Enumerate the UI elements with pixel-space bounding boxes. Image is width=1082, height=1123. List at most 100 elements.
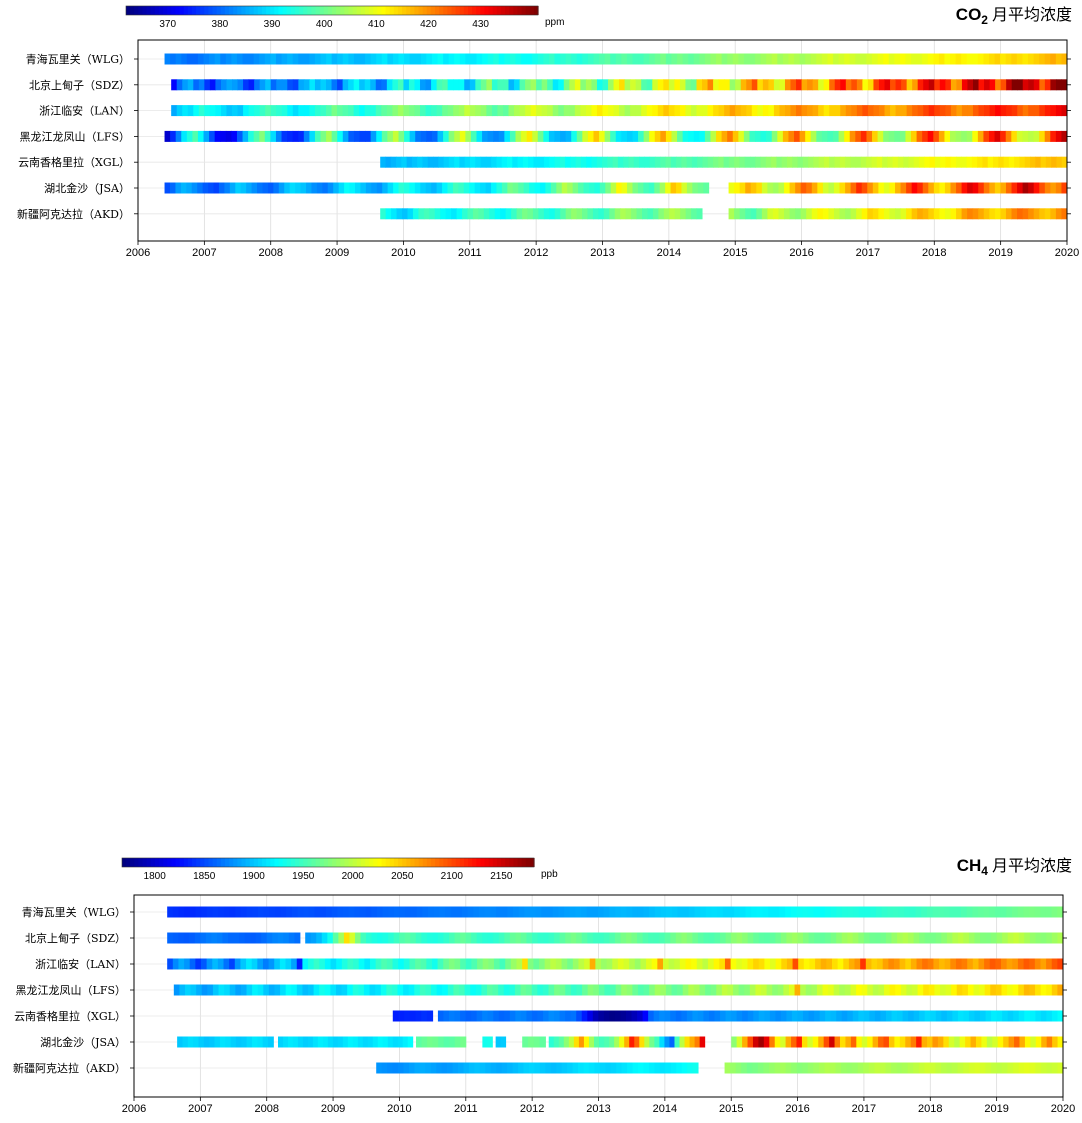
- x-tick-label: 2016: [785, 1103, 809, 1115]
- data-cell: [454, 932, 461, 944]
- colorbar-step: [435, 858, 440, 867]
- data-cell: [349, 182, 356, 194]
- data-cell: [314, 906, 321, 918]
- data-cell: [910, 1036, 917, 1048]
- data-cell: [956, 182, 963, 194]
- data-cell: [1055, 182, 1062, 194]
- data-cell: [699, 130, 706, 142]
- data-cell: [175, 182, 182, 194]
- data-cell: [657, 79, 664, 91]
- data-cell: [644, 156, 651, 168]
- data-cell: [771, 130, 778, 142]
- data-cell: [454, 130, 461, 142]
- data-cell: [781, 156, 788, 168]
- data-cell: [297, 906, 304, 918]
- data-cell: [1040, 958, 1047, 970]
- data-cell: [236, 53, 244, 65]
- data-cell: [371, 932, 378, 944]
- data-cell: [758, 932, 765, 944]
- ch4-title-main: CH: [956, 856, 982, 875]
- colorbar-step: [179, 6, 185, 15]
- data-cell: [549, 156, 556, 168]
- data-cell: [967, 105, 974, 117]
- data-cell: [1029, 984, 1036, 996]
- data-cell: [392, 79, 399, 91]
- data-cell: [399, 906, 406, 918]
- data-cell: [317, 1036, 324, 1048]
- data-cell: [459, 984, 466, 996]
- data-cell: [525, 105, 532, 117]
- data-cell: [399, 932, 406, 944]
- data-cell: [763, 1062, 770, 1074]
- data-cell: [838, 130, 845, 142]
- data-cell: [944, 208, 951, 220]
- data-cell: [636, 208, 643, 220]
- data-cell: [983, 53, 990, 65]
- data-cell: [572, 1062, 579, 1074]
- data-cell: [675, 1010, 682, 1022]
- colorbar-step: [175, 858, 181, 867]
- data-cell: [1041, 1036, 1048, 1048]
- data-cell: [246, 182, 253, 194]
- data-cell: [1046, 984, 1053, 996]
- data-cell: [603, 1010, 610, 1022]
- data-cell: [443, 958, 450, 970]
- data-cell: [460, 932, 467, 944]
- data-cell: [928, 182, 935, 194]
- data-cell: [470, 984, 477, 996]
- data-cell: [818, 105, 825, 117]
- data-cell: [800, 984, 807, 996]
- data-cell: [1028, 79, 1035, 91]
- data-cell: [218, 906, 225, 918]
- data-cell: [1019, 156, 1026, 168]
- data-cell: [785, 906, 792, 918]
- data-cell: [464, 984, 471, 996]
- data-cell: [463, 182, 470, 194]
- data-cell: [482, 958, 489, 970]
- x-tick-label: 2008: [254, 1103, 278, 1115]
- data-cell: [846, 1062, 853, 1074]
- data-cell: [963, 932, 970, 944]
- data-cell: [330, 984, 337, 996]
- data-cell: [376, 906, 384, 918]
- data-cell: [276, 79, 283, 91]
- data-cell: [543, 1010, 550, 1022]
- data-cell: [320, 79, 327, 91]
- data-cell: [900, 182, 907, 194]
- data-cell: [885, 932, 893, 944]
- data-cell: [526, 1010, 533, 1022]
- data-cell: [714, 932, 721, 944]
- data-cell: [593, 53, 600, 65]
- data-cell: [968, 932, 975, 944]
- data-cell: [957, 932, 964, 944]
- data-cell: [702, 156, 709, 168]
- colorbar-step: [311, 6, 317, 15]
- co2-title-sub: 2: [981, 13, 988, 27]
- data-cell: [246, 984, 253, 996]
- data-cell: [1023, 958, 1030, 970]
- data-cell: [292, 79, 299, 91]
- colorbar-tick-label: 380: [212, 19, 229, 30]
- data-cell: [768, 105, 775, 117]
- x-tick-label: 2011: [458, 247, 482, 259]
- data-cell: [359, 79, 366, 91]
- data-cell: [800, 208, 807, 220]
- data-cell: [841, 932, 848, 944]
- data-cell: [401, 156, 408, 168]
- data-cell: [353, 130, 361, 142]
- data-cell: [849, 53, 856, 65]
- data-cell: [294, 932, 301, 944]
- data-cell: [386, 958, 394, 970]
- data-cell: [629, 958, 636, 970]
- data-cell: [292, 1036, 299, 1048]
- data-cell: [978, 79, 985, 91]
- data-cell: [528, 1062, 535, 1074]
- data-cell: [467, 906, 474, 918]
- data-cell: [194, 932, 201, 944]
- colorbar-step: [212, 6, 218, 15]
- data-cell: [735, 79, 742, 91]
- data-cell: [950, 156, 957, 168]
- data-cell: [1046, 1036, 1053, 1048]
- data-cell: [917, 105, 924, 117]
- data-cell: [553, 1036, 560, 1048]
